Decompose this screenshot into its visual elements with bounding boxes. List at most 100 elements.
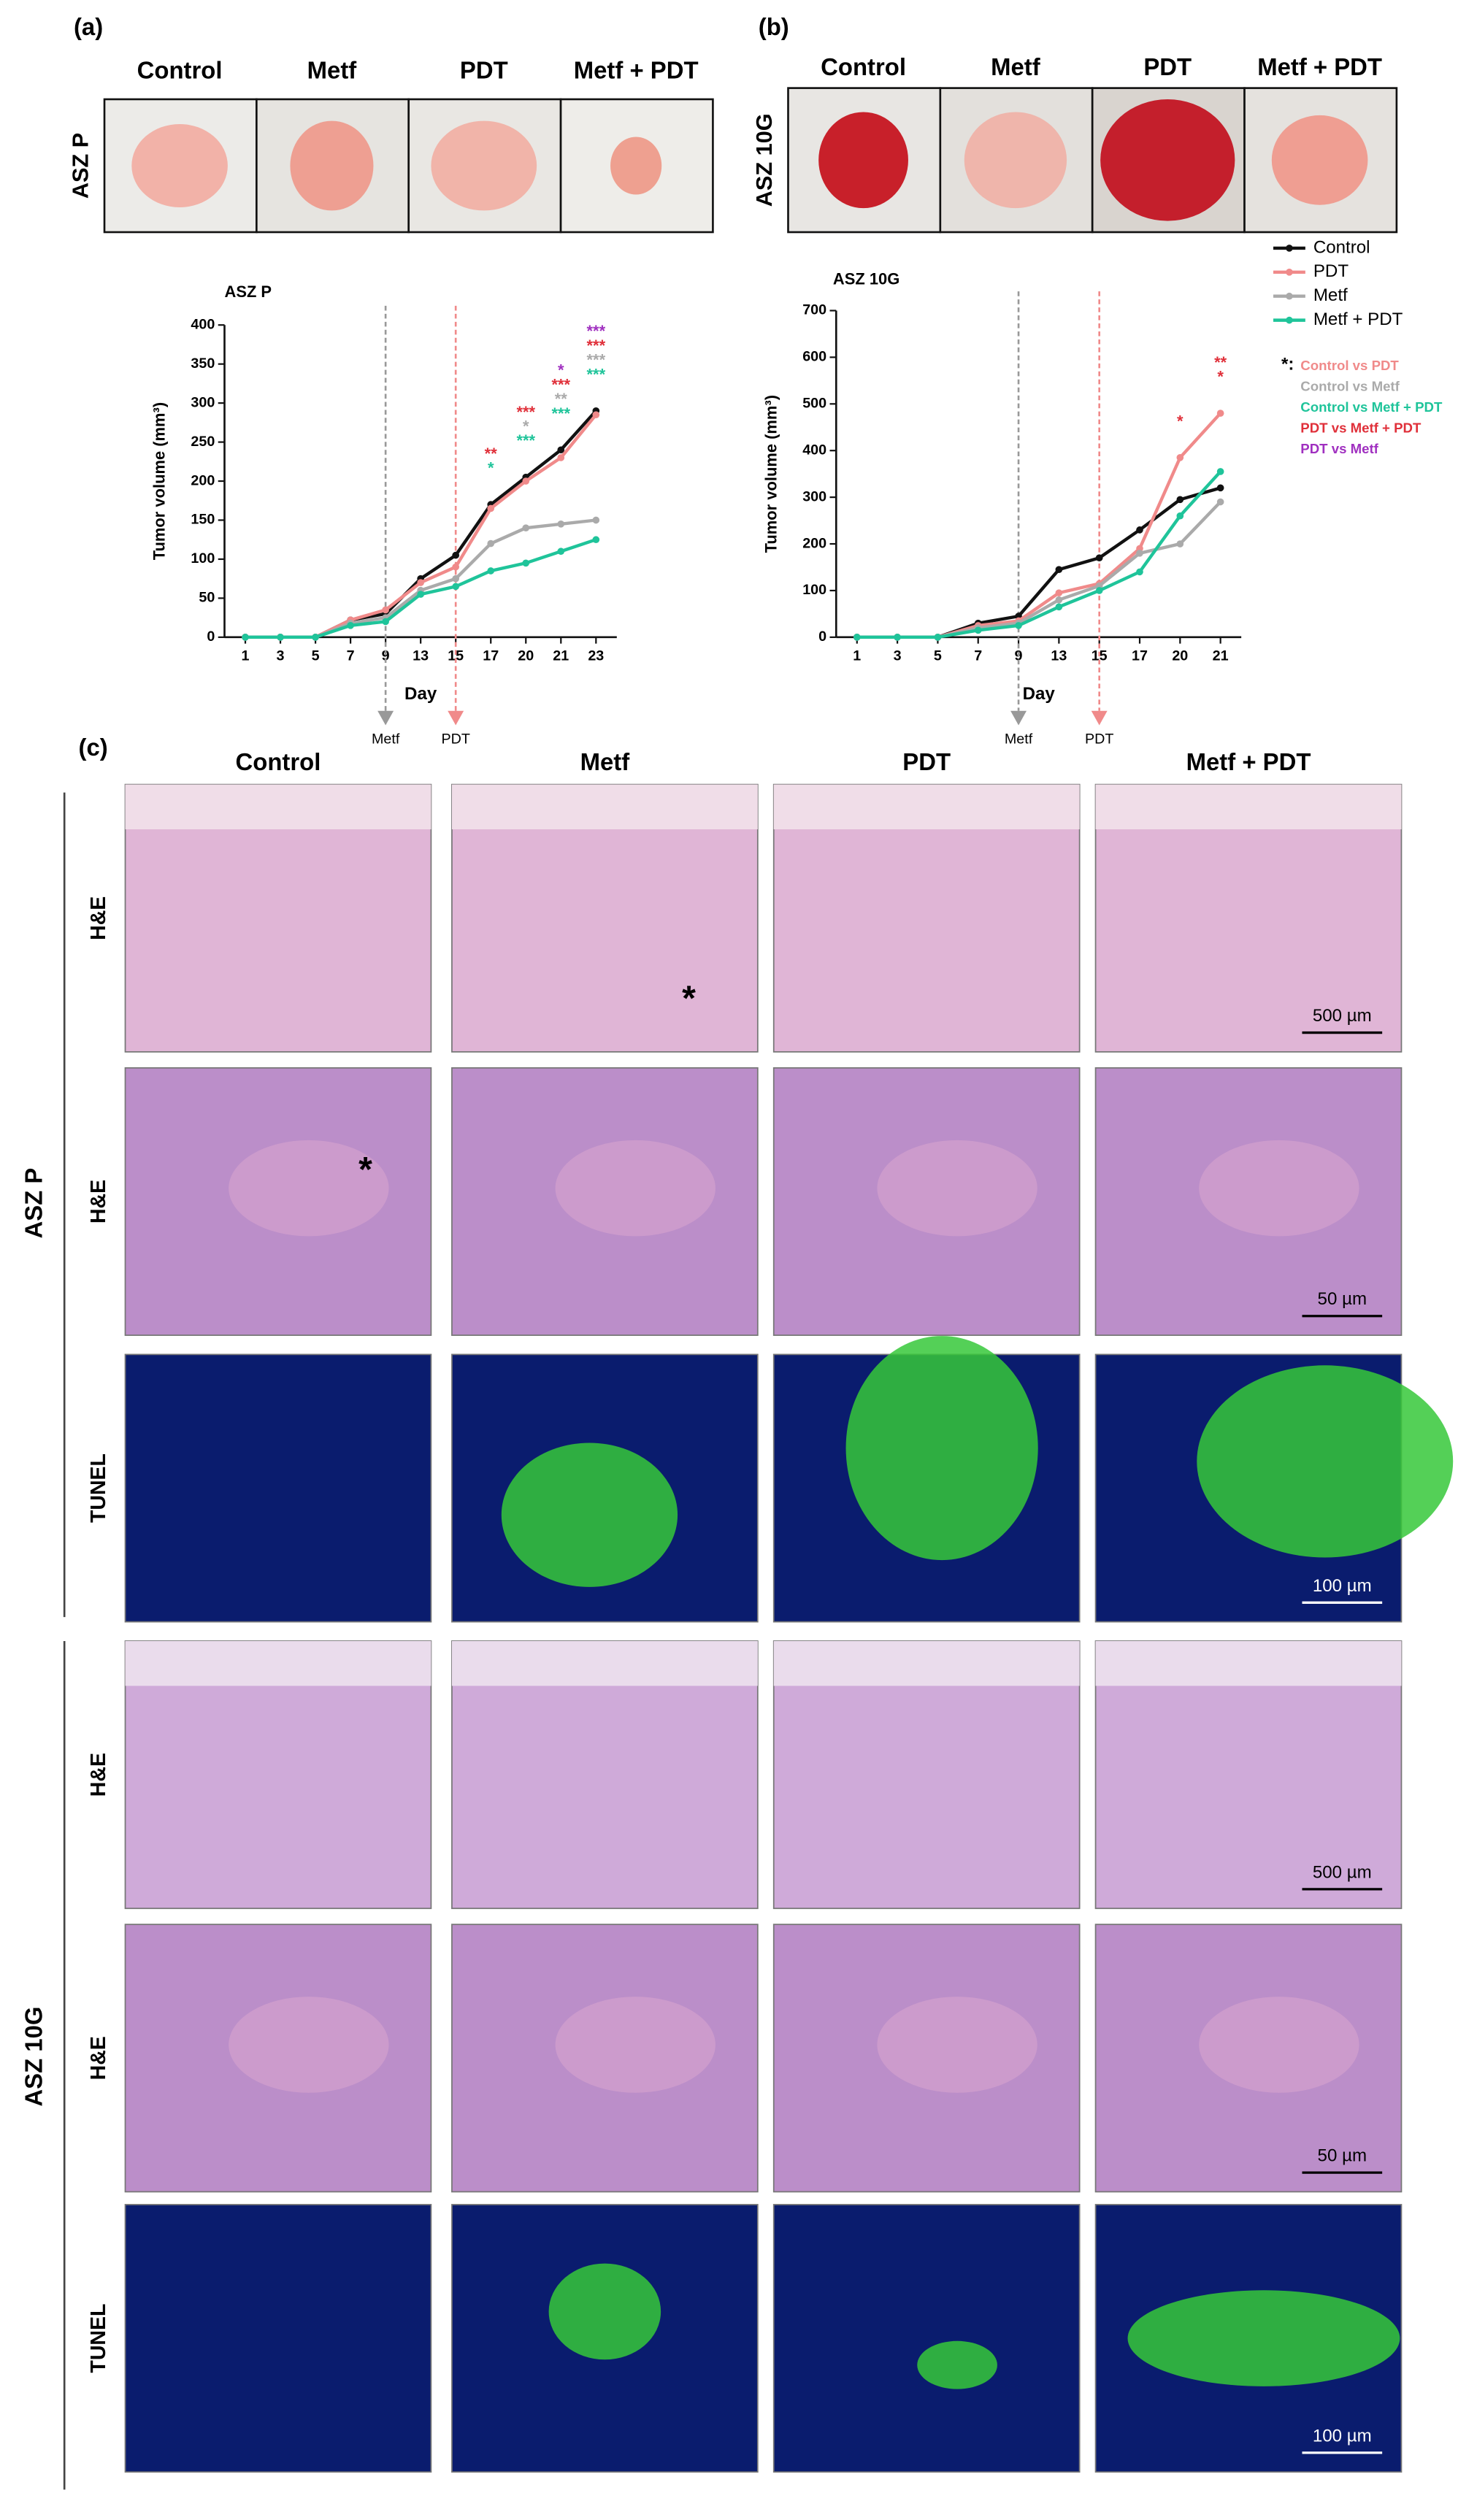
tunel-signal (501, 1443, 678, 1587)
significance-legend-entry: PDT vs Metf (1300, 441, 1378, 456)
significance: *** (551, 404, 570, 423)
tissue-texture (877, 1140, 1037, 1237)
column-header: Control (821, 53, 906, 80)
row-label: ASZ 10G (751, 113, 777, 207)
series-line (245, 410, 597, 639)
column-header: Metf (580, 748, 631, 775)
y-tick-label: 100 (191, 550, 215, 566)
series-line (856, 412, 1222, 639)
treatment-arrow (448, 710, 464, 726)
micrograph (124, 1353, 432, 1623)
legend-label: PDT (1313, 261, 1349, 281)
treatment-arrow (1091, 710, 1108, 726)
x-tick-label: 5 (934, 648, 942, 664)
tissue-texture (555, 1997, 716, 2093)
x-tick-label: 13 (1051, 648, 1067, 664)
point (1216, 484, 1224, 492)
legend-marker (1286, 316, 1293, 324)
significance-legend-entry: Control vs Metf + PDT (1300, 399, 1443, 415)
y-tick-label: 600 (802, 349, 826, 365)
tunel-signal (1197, 1365, 1454, 1558)
tissue-edge (451, 1640, 758, 1686)
scale-bar-label: 500 µm (1313, 1862, 1372, 1882)
tissue-texture (877, 1997, 1037, 2093)
x-tick-label: 9 (382, 648, 390, 664)
y-tick-label: 100 (802, 582, 826, 598)
treatment-label: PDT (441, 731, 469, 747)
tissue-texture (229, 1140, 389, 1237)
tissue-edge (773, 784, 1080, 830)
x-tick-label: 1 (242, 648, 250, 664)
tumor (1100, 99, 1235, 221)
significance: ** (555, 390, 568, 408)
point (934, 634, 942, 641)
column-header: PDT (902, 748, 951, 775)
point (242, 634, 249, 641)
point (452, 563, 460, 571)
row-label: ASZ P (67, 133, 93, 199)
column-header: Metf (991, 53, 1041, 80)
point (522, 559, 530, 567)
column-header: Metf + PDT (574, 56, 699, 83)
column-header: Control (236, 748, 321, 775)
point (452, 575, 460, 583)
column-header: Control (137, 56, 223, 83)
significance: *** (587, 337, 606, 355)
point (487, 539, 495, 548)
x-tick-label: 1 (853, 648, 861, 664)
point (557, 520, 565, 528)
point (522, 524, 530, 532)
tumor (964, 112, 1067, 209)
point (1216, 410, 1224, 417)
point (592, 411, 600, 418)
treatment-label: PDT (1085, 731, 1113, 747)
legend-label: Metf (1313, 285, 1348, 305)
point (382, 618, 389, 626)
point (592, 516, 600, 524)
point (417, 579, 424, 586)
point (1095, 587, 1103, 594)
y-tick-label: 200 (191, 472, 215, 488)
point (417, 591, 424, 598)
significance-legend-entry: Control vs PDT (1300, 358, 1399, 373)
significance: *** (551, 375, 570, 393)
treatment-arrow (1010, 710, 1027, 726)
scale-bar-label: 100 µm (1313, 1576, 1372, 1596)
y-tick-label: 400 (191, 316, 215, 332)
significance-legend-entry: Control vs Metf (1300, 379, 1400, 394)
tissue-texture (1199, 1140, 1359, 1237)
x-tick-label: 3 (277, 648, 285, 664)
y-tick-label: 250 (191, 434, 215, 450)
y-tick-label: 700 (802, 302, 826, 318)
point (487, 504, 495, 512)
tunel-signal (845, 1336, 1038, 1561)
significance: * (1217, 368, 1224, 386)
treatment-label: Metf (372, 731, 400, 747)
legend-marker (1286, 269, 1293, 276)
significance: * (558, 361, 564, 380)
tunel-signal (917, 2340, 997, 2389)
x-tick-label: 23 (588, 648, 604, 664)
stain-label: H&E (87, 1753, 110, 1797)
point (452, 583, 460, 591)
point (1055, 596, 1063, 604)
legend-label: Control (1313, 237, 1370, 257)
x-tick-label: 15 (448, 648, 464, 664)
y-tick-label: 0 (207, 629, 215, 645)
x-axis-label: Day (1023, 684, 1056, 704)
panel-label: (b) (759, 13, 789, 40)
point (347, 622, 354, 629)
x-axis-label: Day (404, 684, 437, 704)
tumor (131, 123, 228, 208)
legend-marker (1286, 292, 1293, 300)
chart-title: ASZ 10G (833, 270, 899, 288)
point (382, 606, 389, 614)
y-tick-label: 350 (191, 356, 215, 372)
panel-label: (a) (74, 13, 103, 40)
y-tick-label: 150 (191, 512, 215, 528)
tissue-texture (1199, 1997, 1359, 2093)
column-header: PDT (460, 56, 508, 83)
significance: ** (485, 445, 498, 463)
